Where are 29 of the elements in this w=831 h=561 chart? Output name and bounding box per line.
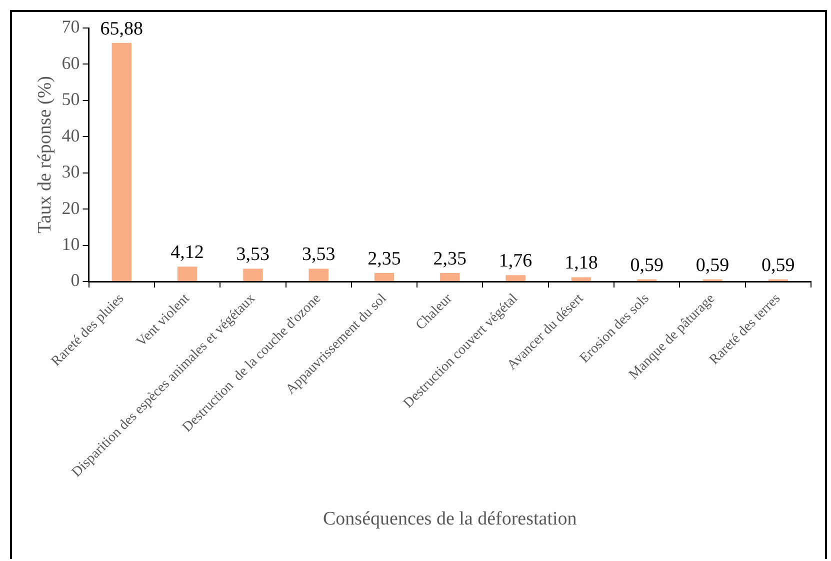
bar — [112, 42, 132, 281]
y-tick-label: 60 — [62, 52, 80, 73]
x-axis-title: Conséquences de la déforestation — [323, 508, 578, 530]
data-label: 2,35 — [368, 248, 401, 270]
data-label: 65,88 — [100, 18, 143, 40]
bar — [374, 272, 394, 281]
data-label: 0,59 — [762, 254, 795, 276]
y-tick-label: 10 — [62, 234, 80, 254]
y-tick-label: 20 — [62, 198, 80, 218]
bar — [440, 272, 460, 281]
data-label: 1,18 — [564, 252, 598, 274]
bar — [571, 277, 592, 281]
y-tick-label: 40 — [62, 125, 80, 146]
data-label: 0,59 — [696, 254, 730, 276]
bar — [308, 268, 328, 281]
data-label: 1,76 — [498, 250, 532, 272]
y-tick-label: 0 — [70, 270, 80, 290]
y-tick-label: 50 — [62, 89, 80, 110]
data-label: 3,53 — [302, 244, 336, 266]
bar — [506, 275, 526, 281]
bar — [177, 266, 198, 281]
bar — [243, 268, 263, 281]
data-label: 3,53 — [236, 244, 270, 266]
data-label: 0,59 — [630, 254, 664, 276]
y-tick-label: 30 — [62, 162, 80, 182]
data-label: 2,35 — [433, 248, 467, 270]
y-tick-label: 70 — [62, 16, 80, 37]
y-axis-title: Taux de réponse (%) — [34, 76, 56, 234]
data-label: 4,12 — [170, 242, 204, 264]
